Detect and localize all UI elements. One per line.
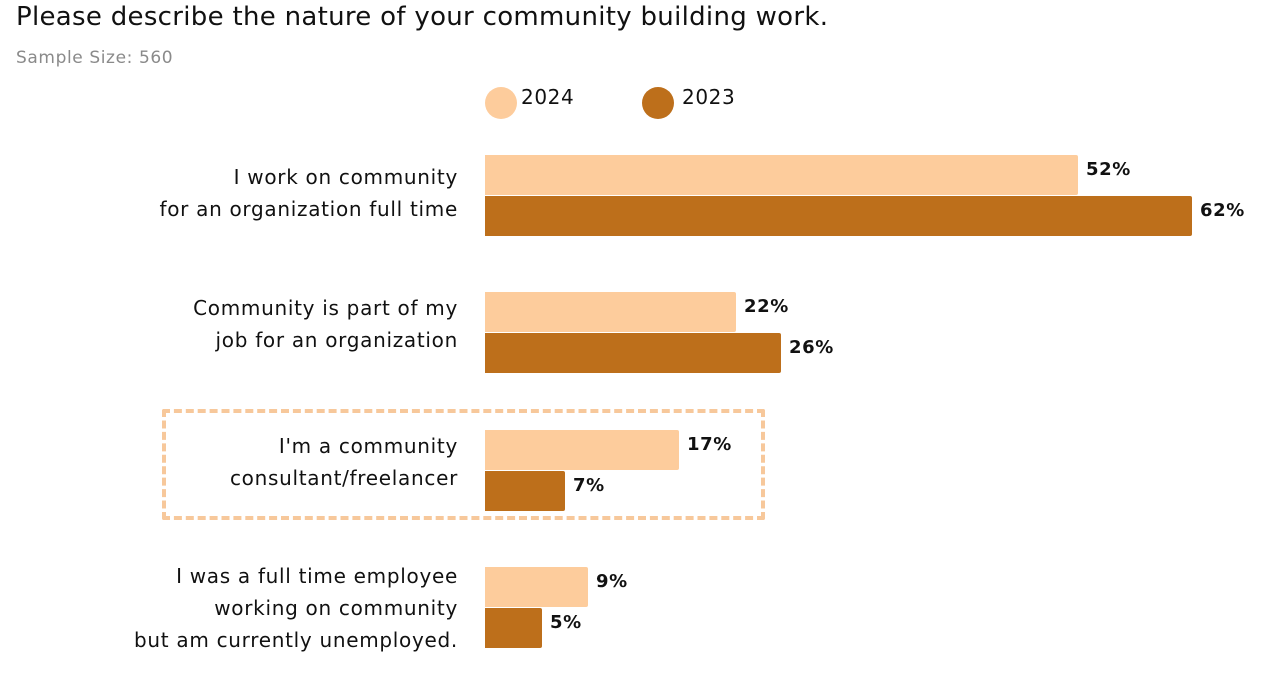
legend-swatch-2023 [642,87,674,119]
category-label-line: consultant/freelancer [229,466,458,490]
bar-2024 [485,292,736,332]
category-label: I work on community for an organization f… [159,161,458,225]
category-label-line: but am currently unemployed. [134,628,458,652]
legend-item-2024: 2024 [485,85,575,120]
sample-size-subtitle: Sample Size: 560 [16,48,174,68]
category-label: I'm a community consultant/freelancer [230,430,458,494]
highlight-box [162,409,765,520]
category-label: Community is part of my job for an organi… [193,292,458,356]
value-label-2024: 52% [1086,159,1131,180]
legend-swatch-2024 [485,87,517,119]
bar-2024 [485,430,679,470]
legend-label-2023: 2023 [682,85,736,109]
legend-label-2024: 2024 [521,85,575,109]
category-label-line: for an organization full time [159,197,458,221]
category-label-line: working on community [214,596,458,620]
value-label-2024: 22% [744,296,789,317]
bar-2023 [485,196,1192,236]
bar-2024 [485,567,588,607]
value-label-2023: 5% [550,612,582,633]
value-label-2023: 26% [789,337,834,358]
category-label-line: Community is part of my [193,296,458,320]
category-label-line: job for an organization [215,328,458,352]
bar-2023 [485,608,542,648]
value-label-2024: 17% [687,434,732,455]
bar-2023 [485,471,565,511]
bar-2023 [485,333,781,373]
value-label-2024: 9% [596,571,628,592]
category-label-line: I was a full time employee [176,564,458,588]
chart-title: Please describe the nature of your commu… [16,2,829,32]
legend-item-2023: 2023 [642,85,736,120]
bar-2024 [485,155,1078,195]
value-label-2023: 62% [1200,200,1245,221]
category-label: I was a full time employee working on com… [134,560,458,656]
category-label-line: I'm a community [278,434,458,458]
value-label-2023: 7% [573,475,605,496]
category-label-line: I work on community [233,165,458,189]
